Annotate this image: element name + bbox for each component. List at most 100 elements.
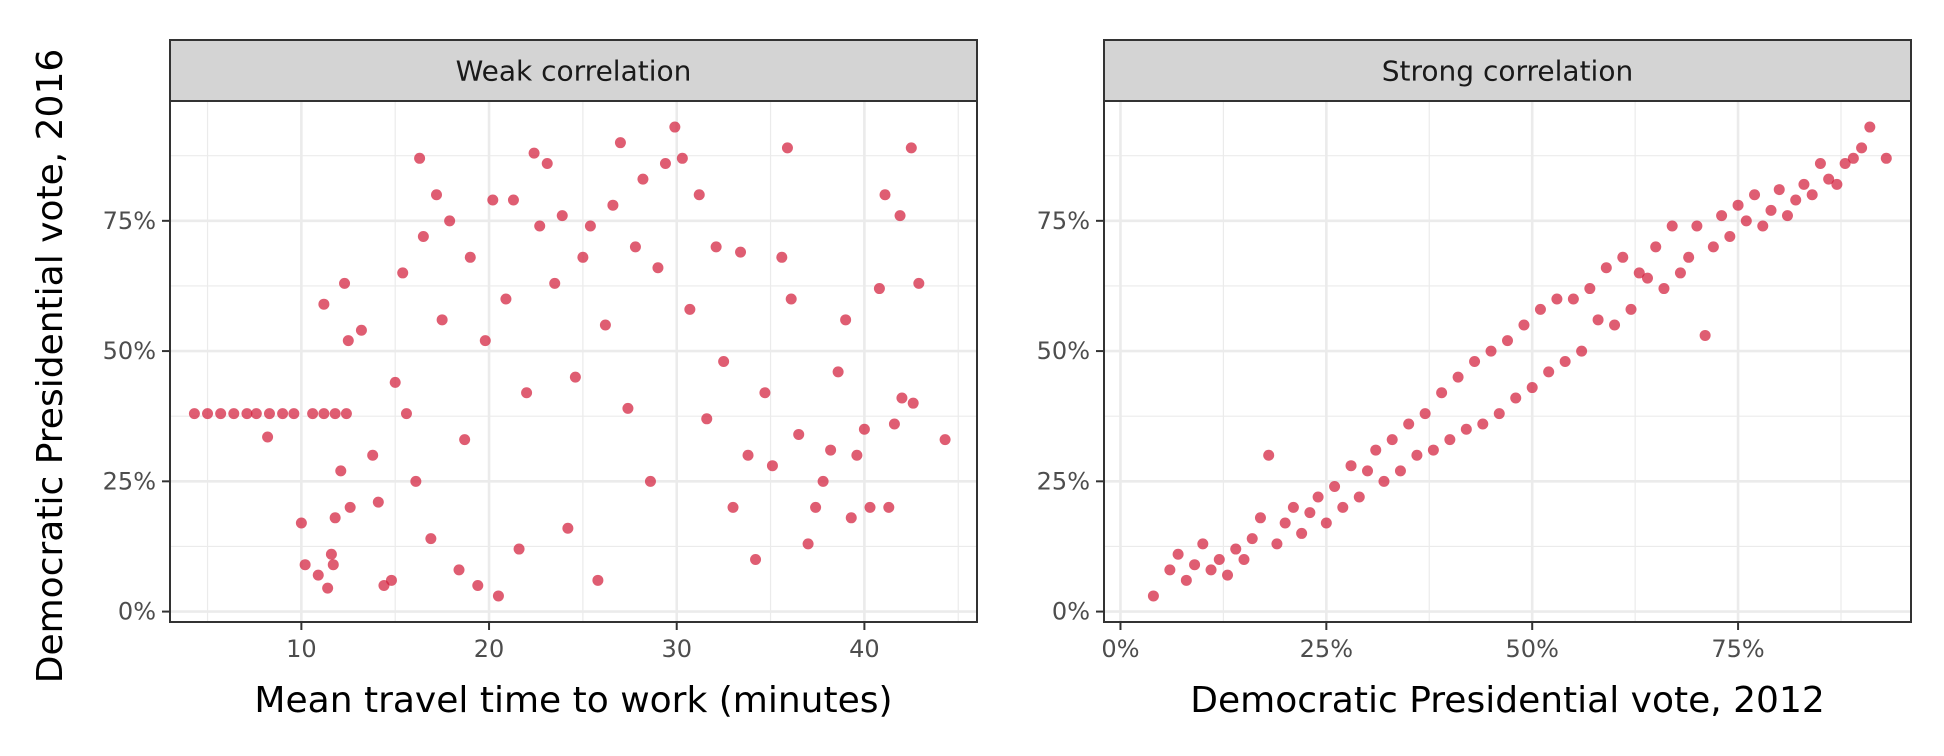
scatter-point <box>1329 481 1341 493</box>
scatter-point <box>1584 283 1596 295</box>
scatter-point <box>1609 319 1621 331</box>
scatter-point <box>1254 512 1266 524</box>
scatter-point <box>549 277 561 289</box>
scatter-points <box>188 121 951 602</box>
scatter-point <box>262 431 274 443</box>
scatter-point <box>1781 210 1793 222</box>
scatter-point <box>759 387 771 399</box>
scatter-point <box>1477 418 1489 430</box>
scatter-point <box>425 533 437 545</box>
scatter-point <box>1757 220 1769 232</box>
y-tick-label: 25% <box>103 467 156 495</box>
scatter-point <box>766 460 778 472</box>
scatter-point <box>669 121 681 133</box>
scatter-point <box>781 142 793 154</box>
scatter-point <box>684 303 696 315</box>
scatter-point <box>1641 272 1653 284</box>
scatter-point <box>1567 293 1579 305</box>
scatter-point <box>1378 475 1390 487</box>
scatter-point <box>372 496 384 508</box>
y-tick-label: 0% <box>118 598 156 626</box>
scatter-point <box>810 501 822 513</box>
scatter-point <box>742 449 754 461</box>
y-axis-title: Democratic Presidential vote, 2016 <box>30 49 71 684</box>
scatter-point <box>1394 465 1406 477</box>
scatter-point <box>1493 408 1505 420</box>
scatter-point <box>1222 569 1234 581</box>
scatter-point <box>1551 293 1563 305</box>
scatter-point <box>400 408 412 420</box>
scatter-point <box>569 371 581 383</box>
scatter-point <box>1189 559 1201 571</box>
scatter-point <box>556 210 568 222</box>
scatter-point <box>307 408 319 420</box>
scatter-point <box>817 475 829 487</box>
x-tick-label: 25% <box>1300 635 1353 663</box>
y-tick-label: 75% <box>103 207 156 235</box>
x-tick-label: 40 <box>849 635 880 663</box>
scatter-point <box>879 189 891 201</box>
scatter-point <box>1510 392 1522 404</box>
panel-strong-correlation: Strong correlation 0% 25% 50% 75% 0% 25% 50% 75%… <box>1037 39 1912 721</box>
x-tick-label: 50% <box>1506 635 1559 663</box>
scatter-point <box>584 220 596 232</box>
scatter-point <box>1617 251 1629 263</box>
scatter-point <box>312 569 324 581</box>
scatter-point <box>335 465 347 477</box>
scatter-point <box>851 449 863 461</box>
panel-weak-correlation: Weak correlation 10 20 30 40 0% 25% 50% 75% Mean … <box>103 39 978 721</box>
scatter-point <box>1666 220 1678 232</box>
x-tick-label: 10 <box>286 635 317 663</box>
scatter-point <box>896 392 908 404</box>
facet-strip-label: Weak correlation <box>456 55 692 88</box>
scatter-point <box>500 293 512 305</box>
scatter-point <box>325 548 337 560</box>
scatter-point <box>202 408 214 420</box>
scatter-point <box>1485 345 1497 357</box>
scatter-point <box>464 251 476 263</box>
scatter-point <box>622 402 634 414</box>
scatter-point <box>430 189 442 201</box>
scatter-point <box>1304 507 1316 519</box>
scatter-point <box>1337 501 1349 513</box>
x-axis-title: Mean travel time to work (minutes) <box>254 680 892 721</box>
scatter-point <box>479 335 491 347</box>
scatter-point <box>507 194 519 206</box>
scatter-point <box>1691 220 1703 232</box>
scatter-point <box>1172 548 1184 560</box>
facet-strip-label: Strong correlation <box>1382 55 1633 88</box>
scatter-point <box>793 428 805 440</box>
scatter-point <box>1716 210 1728 222</box>
scatter-point <box>1534 303 1546 315</box>
scatter-point <box>1238 553 1250 565</box>
scatter-point <box>1312 491 1324 503</box>
scatter-point <box>1814 158 1826 170</box>
scatter-point <box>1864 121 1876 133</box>
scatter-point <box>329 512 341 524</box>
scatter-point <box>1147 590 1159 602</box>
scatter-point <box>1469 356 1481 367</box>
scatter-point <box>1798 178 1810 190</box>
scatter-point <box>659 158 671 170</box>
scatter-point <box>718 356 730 367</box>
scatter-point <box>1526 382 1538 394</box>
scatter-point <box>318 298 330 310</box>
x-tick-label: 75% <box>1711 635 1764 663</box>
scatter-point <box>840 314 852 326</box>
scatter-point <box>776 251 788 263</box>
scatter-point <box>1452 371 1464 383</box>
y-tick-label: 0% <box>1052 598 1090 626</box>
scatter-point <box>1740 215 1752 227</box>
scatter-point <box>1839 158 1851 170</box>
scatter-point <box>541 158 553 170</box>
scatter-point <box>417 230 429 242</box>
scatter-point <box>277 408 289 420</box>
scatter-point <box>1625 303 1637 315</box>
scatter-point <box>637 173 649 185</box>
scatter-point <box>299 559 311 571</box>
scatter-point <box>397 267 409 279</box>
scatter-point <box>1279 517 1291 529</box>
scatter-point <box>472 580 484 592</box>
scatter-point <box>521 387 533 399</box>
facet-strip <box>1103 39 1912 102</box>
